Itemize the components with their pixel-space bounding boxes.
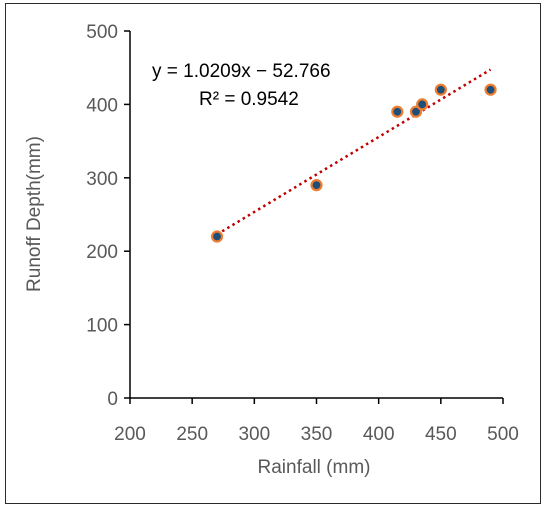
- x-axis-title: Rainfall (mm): [258, 457, 371, 478]
- x-tick-label: 200: [114, 424, 146, 445]
- x-axis-ticks: 200 250 300 350 400 450 500: [114, 398, 519, 445]
- data-point: [391, 105, 404, 118]
- y-tick-label: 400: [86, 95, 118, 116]
- data-point: [434, 83, 447, 96]
- y-tick-label: 200: [86, 242, 118, 263]
- y-tick-label: 300: [86, 169, 118, 190]
- x-tick-label: 300: [238, 424, 270, 445]
- chart-frame: [5, 3, 541, 504]
- x-tick-label: 500: [487, 424, 519, 445]
- trendline-equation: y = 1.0209x − 52.766: [152, 61, 331, 82]
- x-tick-label: 400: [363, 424, 395, 445]
- x-tick-label: 350: [301, 424, 333, 445]
- y-tick-label: 100: [86, 316, 118, 337]
- y-tick-label: 500: [86, 22, 118, 43]
- data-point: [210, 230, 224, 243]
- x-tick-label: 250: [176, 424, 208, 445]
- data-point: [416, 98, 429, 111]
- data-point: [484, 83, 497, 96]
- trendline: [216, 68, 492, 236]
- y-tick-label: 0: [107, 389, 118, 410]
- y-axis-ticks: 0 100 200 300 400 500: [86, 22, 130, 410]
- trendline-r-squared: R² = 0.9542: [199, 89, 299, 110]
- data-point: [409, 105, 423, 118]
- data-point: [310, 179, 323, 192]
- x-tick-label: 450: [425, 424, 457, 445]
- data-points: [210, 83, 497, 243]
- y-axis-title: Runoff Depth(mm): [24, 136, 45, 292]
